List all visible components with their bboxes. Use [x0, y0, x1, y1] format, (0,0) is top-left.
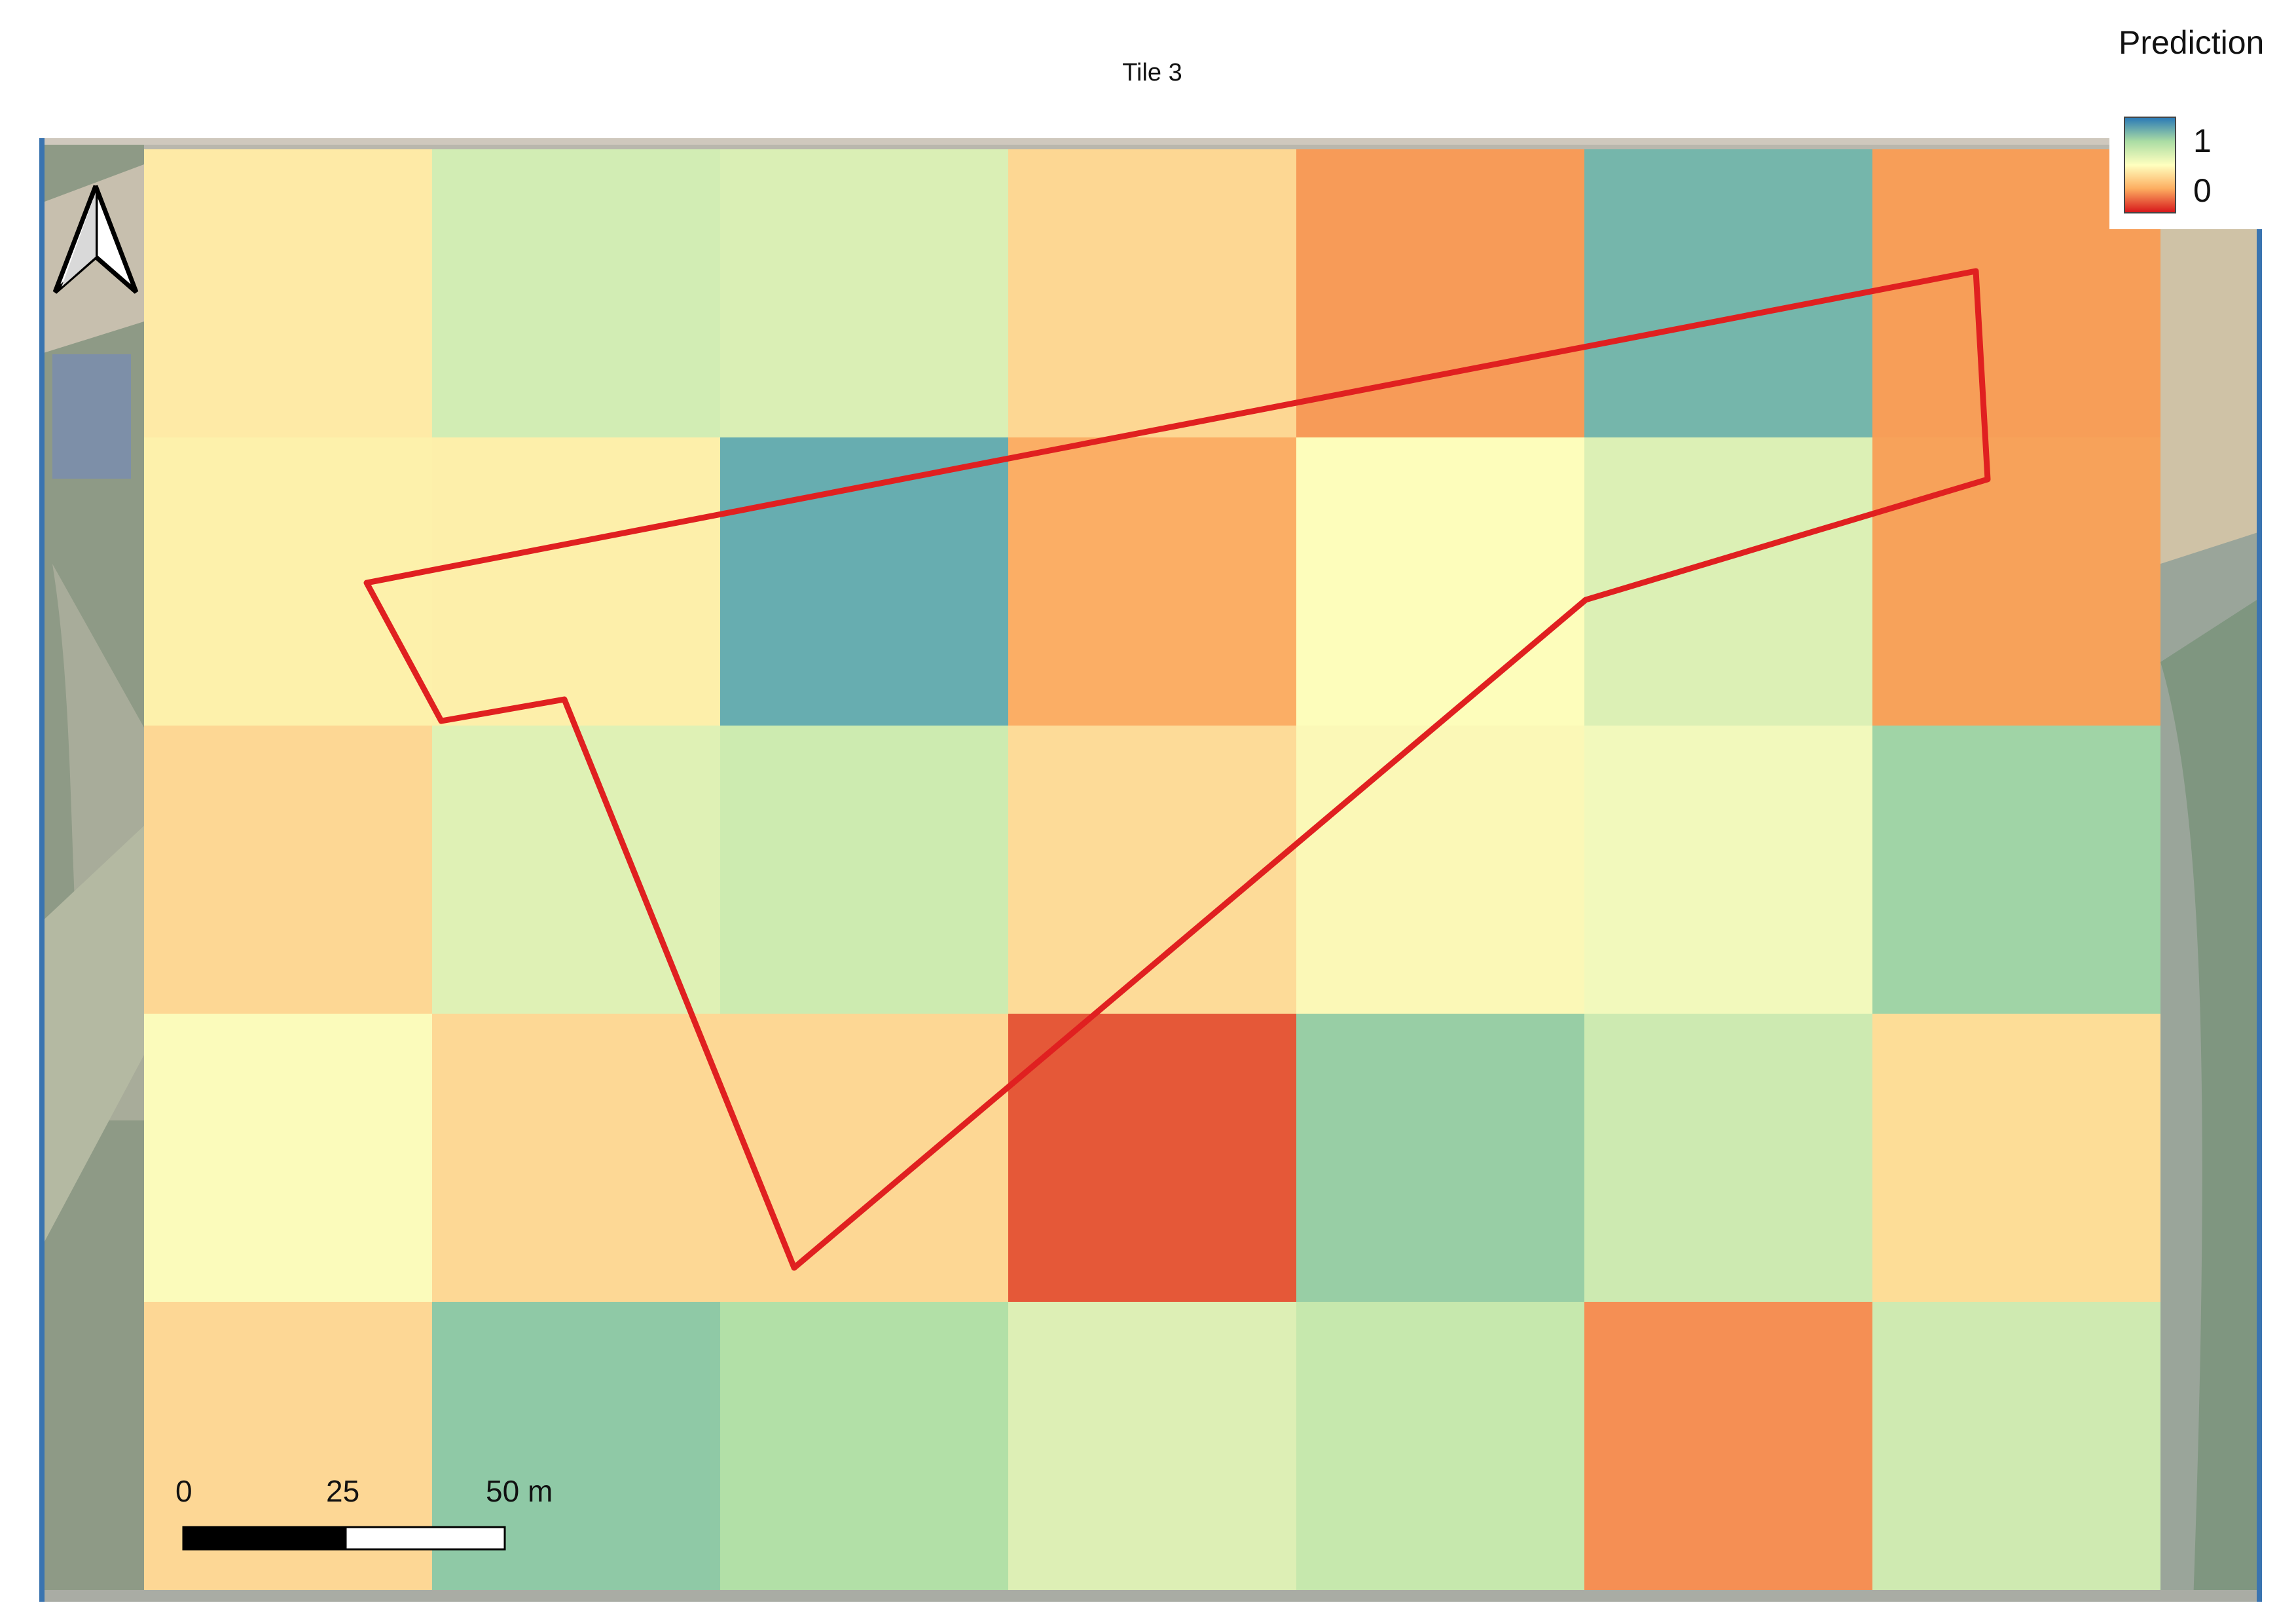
prediction-cell-r3-c1: [144, 726, 432, 1014]
scale-label-25: 25: [326, 1474, 360, 1508]
prediction-cell-r4-c7: [1872, 1014, 2160, 1302]
frame-right-edge: [2257, 138, 2262, 1602]
prediction-cell-r1-c5: [1296, 149, 1584, 437]
prediction-cell-r3-c4: [1008, 726, 1296, 1014]
prediction-cell-r2-c7: [1872, 437, 2160, 726]
legend-max-label: 1: [2193, 122, 2212, 159]
prediction-cell-r5-c3: [720, 1302, 1008, 1590]
prediction-cell-r1-c4: [1008, 149, 1296, 437]
prediction-cell-r4-c1: [144, 1014, 432, 1302]
prediction-cell-r4-c3: [720, 1014, 1008, 1302]
scale-label-50m: 50 m: [486, 1474, 553, 1508]
prediction-cell-r3-c6: [1584, 726, 1872, 1014]
scale-label-0: 0: [175, 1474, 192, 1508]
legend-min-label: 0: [2193, 172, 2212, 209]
prediction-cell-r3-c3: [720, 726, 1008, 1014]
prediction-cell-r5-c7: [1872, 1302, 2160, 1590]
prediction-cell-r1-c6: [1584, 149, 1872, 437]
prediction-cell-r5-c4: [1008, 1302, 1296, 1590]
prediction-cell-r1-c1: [144, 149, 432, 437]
prediction-cell-r4-c2: [432, 1014, 720, 1302]
north-arrow-icon: [52, 185, 139, 294]
prediction-cell-r4-c4: [1008, 1014, 1296, 1302]
legend-color-ramp: [2124, 117, 2176, 213]
prediction-cell-r5-c5: [1296, 1302, 1584, 1590]
prediction-cell-r3-c5: [1296, 726, 1584, 1014]
legend: Prediction 1 0: [2109, 20, 2296, 229]
prediction-cell-r2-c2: [432, 437, 720, 726]
prediction-grid: [144, 149, 2160, 1590]
prediction-cell-r3-c7: [1872, 726, 2160, 1014]
frame-left-edge: [39, 138, 45, 1602]
prediction-cell-r1-c3: [720, 149, 1008, 437]
legend-title: Prediction: [2119, 24, 2265, 61]
map-title: Tile 3: [1122, 59, 1182, 86]
prediction-cell-r5-c6: [1584, 1302, 1872, 1590]
prediction-cell-r4-c6: [1584, 1014, 1872, 1302]
prediction-cell-r2-c5: [1296, 437, 1584, 726]
prediction-cell-r2-c6: [1584, 437, 1872, 726]
prediction-cell-r2-c3: [720, 437, 1008, 726]
map-frame[interactable]: [39, 138, 2262, 1602]
prediction-cell-r3-c2: [432, 726, 720, 1014]
prediction-cell-r4-c5: [1296, 1014, 1584, 1302]
frame-top-edge: [39, 138, 2262, 145]
prediction-cell-r2-c4: [1008, 437, 1296, 726]
prediction-cell-r5-c1: [144, 1302, 432, 1590]
prediction-cell-r5-c2: [432, 1302, 720, 1590]
prediction-cell-r2-c1: [144, 437, 432, 726]
prediction-cell-r1-c2: [432, 149, 720, 437]
